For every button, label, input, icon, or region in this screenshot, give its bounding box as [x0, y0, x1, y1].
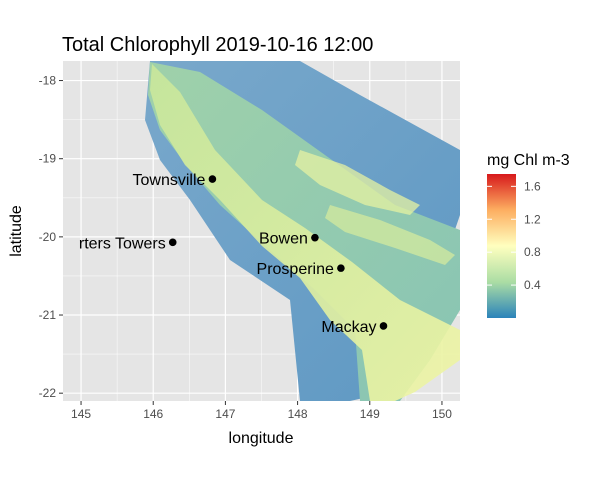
- y-tick-label: -21: [39, 308, 57, 322]
- y-tick-label: -18: [39, 74, 57, 88]
- legend-ticks: 0.4 0.8 1.2 1.6: [487, 179, 541, 292]
- y-tick-label: -22: [39, 386, 57, 400]
- city-marker: [379, 322, 388, 330]
- city-marker: [337, 264, 345, 272]
- legend-title: mg Chl m-3: [487, 152, 570, 169]
- map-title: Total Chlorophyll 2019-10-16 12:00: [62, 34, 373, 56]
- x-tick-label: 147: [215, 407, 235, 421]
- city-label: Bowen: [259, 231, 308, 248]
- y-axis-label: latitude: [8, 205, 25, 257]
- city-marker: [208, 175, 217, 183]
- city-label: Mackay: [321, 319, 376, 336]
- x-tick-label: 148: [288, 407, 308, 421]
- x-axis-label: longitude: [229, 430, 294, 447]
- legend-tick-label: 1.2: [524, 212, 541, 226]
- city-marker: [168, 238, 177, 247]
- x-tick-label: 146: [143, 407, 163, 421]
- reef-band: [295, 150, 420, 215]
- chlorophyll-field: [145, 61, 460, 401]
- legend-colorbar: [487, 174, 516, 318]
- city-label: Townsville: [132, 172, 205, 189]
- city-label: Prosperine: [257, 261, 334, 278]
- reef-band-south: [325, 205, 455, 265]
- axis-ticks: 145 146 147 148 149 150 -18 -19 -20 -21 -22: [39, 74, 453, 421]
- coastal-high-chlorophyll: [150, 64, 460, 401]
- y-tick-label: -19: [39, 152, 57, 166]
- x-tick-label: 150: [432, 407, 452, 421]
- x-tick-label: 145: [71, 407, 91, 421]
- legend-tick-label: 0.4: [524, 278, 541, 292]
- city-marker: [311, 233, 319, 242]
- city-markers: Townsville rters Towers Bowen Prosperine Mac…: [79, 172, 388, 336]
- city-label: rters Towers: [79, 235, 166, 252]
- legend-tick-label: 1.6: [524, 179, 541, 193]
- legend-tick-label: 0.8: [524, 245, 541, 259]
- y-tick-label: -20: [39, 230, 57, 244]
- x-tick-label: 149: [360, 407, 380, 421]
